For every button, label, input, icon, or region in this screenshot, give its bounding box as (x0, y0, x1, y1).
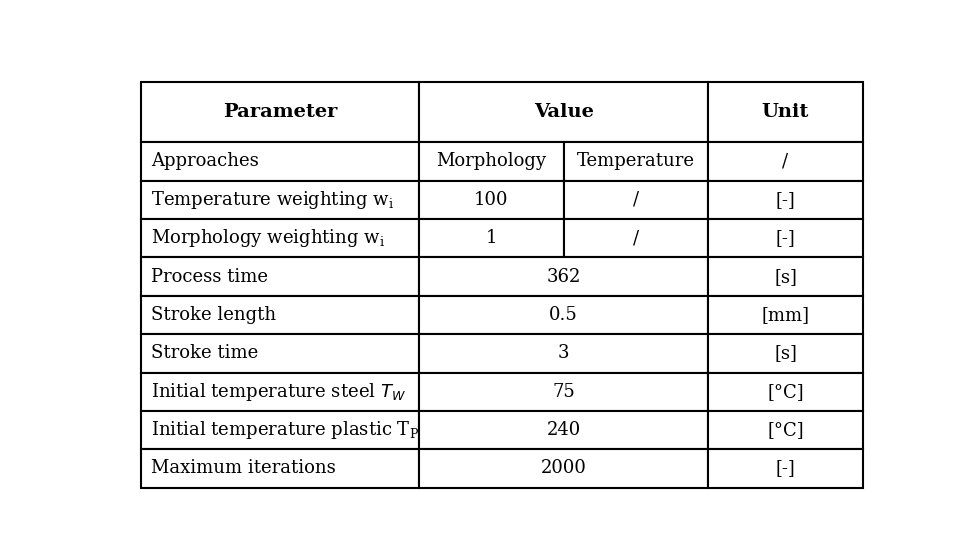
Text: 362: 362 (547, 268, 581, 286)
Text: Process time: Process time (151, 268, 269, 286)
Text: Morphology weighting w$_\mathregular{i}$: Morphology weighting w$_\mathregular{i}$ (151, 227, 385, 249)
Text: [-]: [-] (775, 229, 796, 247)
Bar (564, 181, 708, 219)
Text: /: / (782, 152, 789, 170)
Text: Parameter: Parameter (223, 103, 337, 122)
Bar (141, 296, 419, 334)
Bar (708, 334, 863, 372)
Bar (419, 82, 708, 142)
Text: Temperature: Temperature (577, 152, 695, 170)
Bar (708, 219, 863, 258)
Text: Temperature weighting w$_\mathregular{i}$: Temperature weighting w$_\mathregular{i}… (151, 189, 395, 211)
Bar (708, 142, 863, 181)
Bar (141, 219, 419, 258)
Bar (419, 181, 564, 219)
Bar (419, 372, 708, 411)
Text: 3: 3 (558, 344, 569, 362)
Text: [-]: [-] (775, 191, 796, 209)
Text: Unit: Unit (761, 103, 809, 122)
Text: 75: 75 (552, 382, 575, 401)
Text: [s]: [s] (774, 344, 797, 362)
Bar (708, 411, 863, 449)
Text: Stroke time: Stroke time (151, 344, 259, 362)
Text: /: / (633, 229, 639, 247)
Text: /: / (633, 191, 639, 209)
Bar (419, 258, 708, 296)
Bar (141, 449, 419, 488)
Bar (419, 219, 564, 258)
Bar (708, 296, 863, 334)
Bar (708, 372, 863, 411)
Text: [-]: [-] (775, 459, 796, 478)
Bar (419, 296, 708, 334)
Text: [°C]: [°C] (767, 382, 804, 401)
Text: Value: Value (534, 103, 594, 122)
Text: 1: 1 (486, 229, 497, 247)
Bar (141, 142, 419, 181)
Text: [mm]: [mm] (761, 306, 809, 324)
Text: Initial temperature steel $\mathit{T_W}$: Initial temperature steel $\mathit{T_W}$ (151, 381, 407, 403)
Bar (141, 82, 419, 142)
Bar (141, 334, 419, 372)
Text: 100: 100 (474, 191, 509, 209)
Text: Approaches: Approaches (151, 152, 259, 170)
Bar (141, 258, 419, 296)
Text: 0.5: 0.5 (549, 306, 578, 324)
Text: 240: 240 (547, 421, 581, 439)
Bar (564, 142, 708, 181)
Bar (141, 411, 419, 449)
Bar (141, 372, 419, 411)
Bar (708, 181, 863, 219)
Bar (564, 219, 708, 258)
Text: 2000: 2000 (541, 459, 586, 478)
Text: Maximum iterations: Maximum iterations (151, 459, 336, 478)
Bar (708, 82, 863, 142)
Bar (419, 142, 564, 181)
Text: Stroke length: Stroke length (151, 306, 276, 324)
Text: Initial temperature plastic T$_\mathregular{P}$: Initial temperature plastic T$_\mathregu… (151, 419, 419, 441)
Bar (419, 449, 708, 488)
Text: [s]: [s] (774, 268, 797, 286)
Bar (419, 334, 708, 372)
Bar (141, 181, 419, 219)
Bar (419, 411, 708, 449)
Text: [°C]: [°C] (767, 421, 804, 439)
Text: Morphology: Morphology (436, 152, 547, 170)
Bar (708, 258, 863, 296)
Bar (708, 449, 863, 488)
